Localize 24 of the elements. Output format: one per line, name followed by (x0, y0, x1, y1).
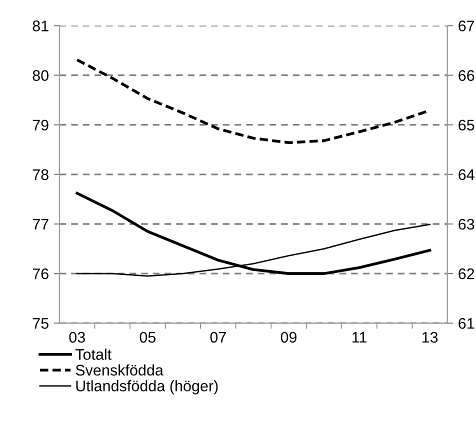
y-tick-label: 80 (32, 70, 48, 81)
y-tick-label: 75 (32, 318, 48, 329)
y2-tick-label: 64 (458, 169, 474, 180)
line-series (76, 192, 432, 275)
y-tick-label: 76 (32, 268, 48, 280)
x-tick-label: 07 (210, 332, 226, 343)
x-tick-label: 11 (352, 332, 366, 343)
legend-label: Svenskfödda (76, 364, 164, 376)
x-tick-label: 05 (140, 332, 156, 343)
y-tick-label: 78 (32, 169, 48, 180)
legend-label: Utlandsfödda (höger) (76, 380, 218, 394)
y-tick-label: 81 (32, 20, 48, 32)
y2-tick-label: 65 (458, 120, 474, 131)
legend-label: Totalt (75, 348, 112, 360)
y2-tick-label: 67 (458, 20, 474, 32)
y2-tick-label: 66 (458, 70, 474, 81)
y2-tick-label: 63 (458, 218, 474, 230)
y2-tick-label: 62 (458, 268, 474, 280)
y2-tick-label: 61 (458, 318, 474, 329)
x-tick-label: 13 (422, 332, 438, 343)
y-tick-label: 77 (32, 219, 48, 230)
y-tick-label: 79 (32, 120, 48, 131)
x-tick-label: 03 (69, 332, 85, 343)
x-tick-label: 09 (280, 332, 297, 343)
